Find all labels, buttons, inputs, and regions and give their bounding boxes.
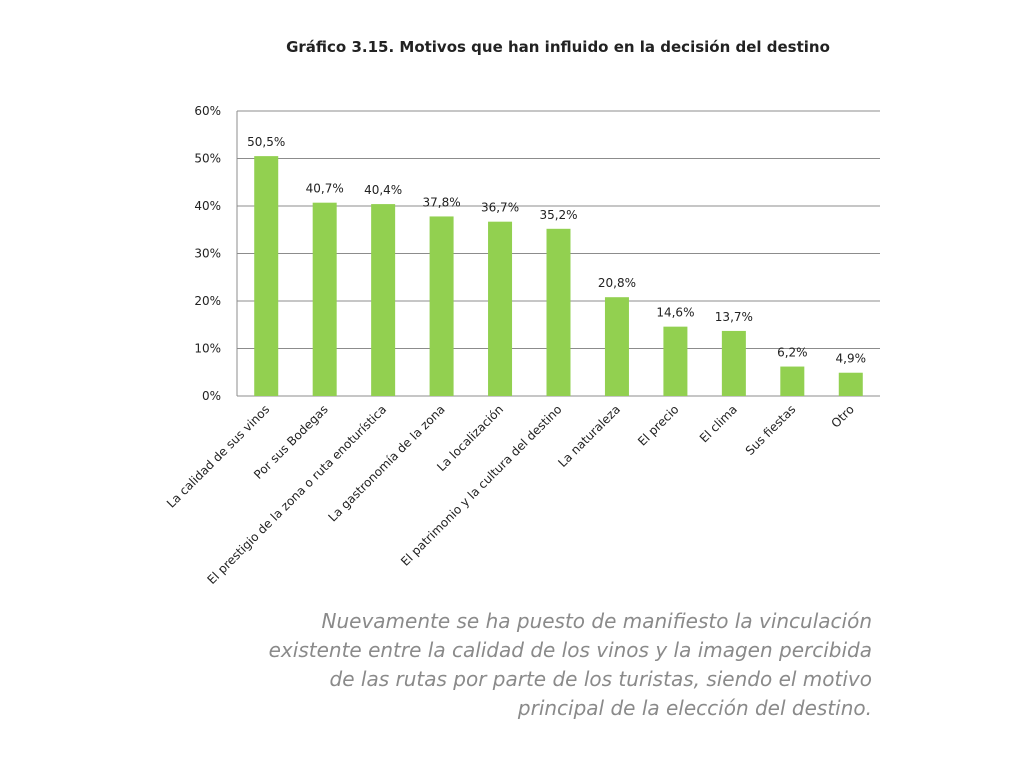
value-label: 20,8% — [598, 276, 636, 290]
y-tick-label: 40% — [194, 199, 221, 213]
y-tick-label: 60% — [194, 104, 221, 118]
y-tick-label: 30% — [194, 247, 221, 261]
chart-title: Gráfico 3.15. Motivos que han influido e… — [286, 38, 830, 56]
bar — [488, 221, 513, 396]
x-tick-label: Sus fiestas — [743, 402, 799, 458]
bar — [663, 326, 688, 396]
y-tick-label: 10% — [194, 342, 221, 356]
bar — [371, 204, 396, 396]
value-label: 36,7% — [481, 201, 519, 215]
bar — [604, 297, 629, 396]
value-label: 37,8% — [423, 195, 461, 209]
value-label: 6,2% — [777, 346, 808, 360]
value-label: 13,7% — [715, 310, 753, 324]
bar — [721, 330, 746, 396]
value-label: 50,5% — [247, 135, 285, 149]
value-label: 35,2% — [539, 208, 577, 222]
bar — [312, 202, 337, 396]
value-label: 14,6% — [656, 306, 694, 320]
x-tick-label: La gastronomía de la zona — [325, 402, 447, 524]
value-label: 40,7% — [306, 182, 344, 196]
annotation: Nuevamente se ha puesto de manifiesto la… — [268, 609, 872, 720]
chart: Gráfico 3.15. Motivos que han influido e… — [164, 38, 880, 587]
bar — [780, 366, 805, 396]
bar — [429, 216, 454, 396]
x-tick-label: La naturaleza — [555, 402, 623, 470]
bar — [838, 372, 863, 396]
x-tick-label: El clima — [697, 402, 740, 445]
bar — [546, 228, 571, 396]
value-label: 4,9% — [836, 352, 867, 366]
bar — [254, 156, 279, 396]
y-tick-label: 0% — [202, 389, 221, 403]
x-tick-label: Otro — [828, 402, 856, 430]
x-tick-label: El precio — [635, 402, 681, 448]
x-tick-label: La calidad de sus vinos — [164, 402, 272, 510]
value-label: 40,4% — [364, 183, 402, 197]
y-tick-label: 50% — [194, 152, 221, 166]
y-tick-label: 20% — [194, 294, 221, 308]
